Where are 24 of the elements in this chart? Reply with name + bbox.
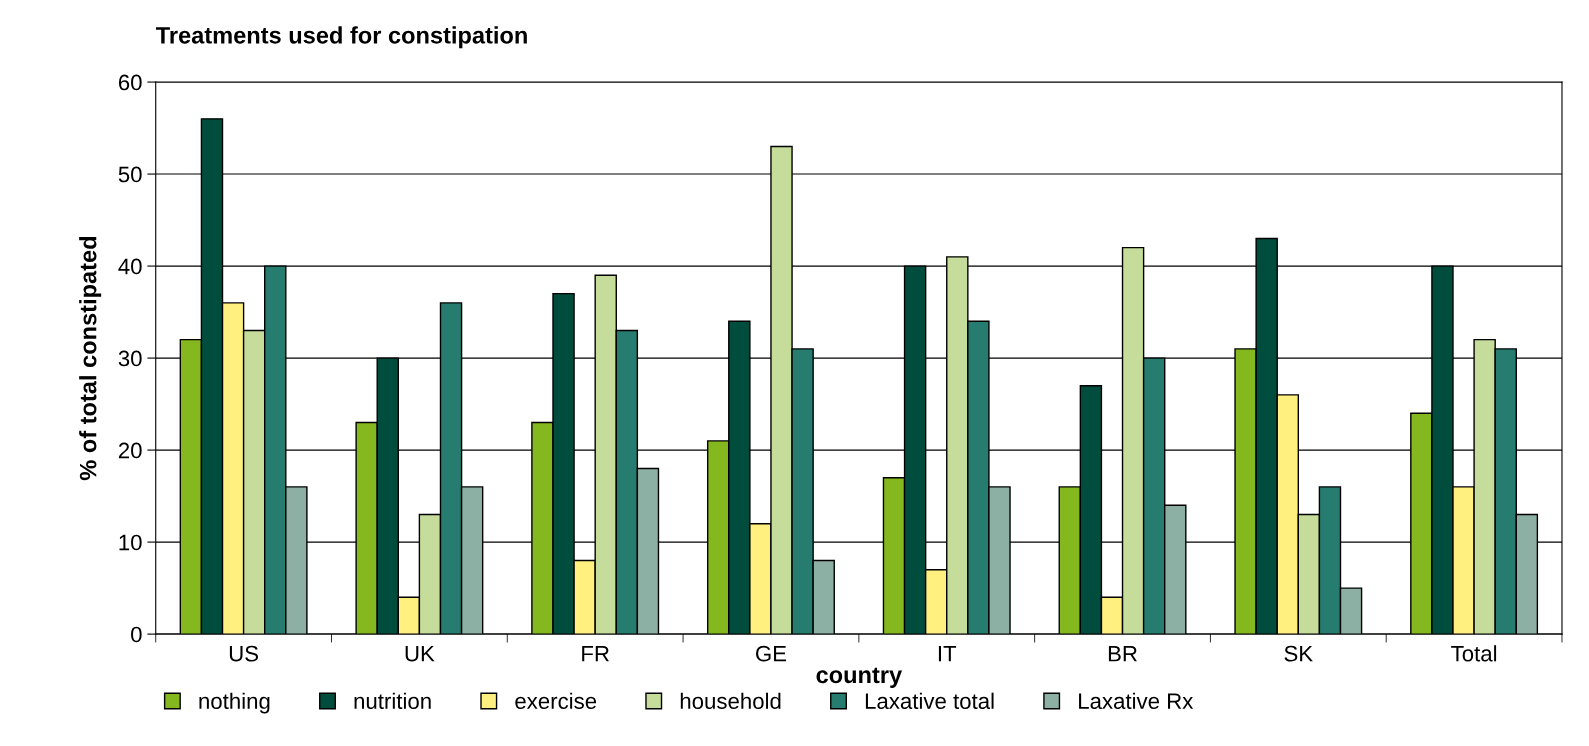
legend-label: nothing [199, 692, 270, 714]
y-tick-label: 0 [131, 626, 142, 643]
y-tick-label: 20 [118, 442, 142, 459]
legend-label: Laxative Rx [1079, 692, 1194, 709]
x-tick-label: FR [582, 646, 609, 662]
x-tick-label: IT [938, 646, 957, 662]
y-tick-label: 10 [119, 534, 142, 551]
x-axis-title: country [816, 667, 903, 688]
x-tick-label: US [229, 645, 259, 662]
x-tick-label: Total [1451, 645, 1497, 662]
legend-label: exercise [515, 692, 597, 709]
x-tick-label: GE [756, 645, 787, 662]
y-tick-label: 50 [118, 166, 142, 183]
y-tick-label: 30 [118, 350, 142, 367]
x-tick-label: BR [1108, 646, 1137, 662]
x-tick-label: UK [405, 646, 435, 662]
legend-label: nutrition [354, 692, 431, 709]
legend-label: Laxative total [865, 692, 994, 709]
y-tick-label: 40 [118, 258, 142, 275]
y-axis-title: % of total constipated [79, 236, 102, 481]
chart-title: Treatments used for constipation [155, 26, 527, 49]
y-tick-label: 60 [118, 74, 142, 91]
legend-label: household [680, 692, 781, 709]
x-tick-label: SK [1284, 645, 1313, 662]
